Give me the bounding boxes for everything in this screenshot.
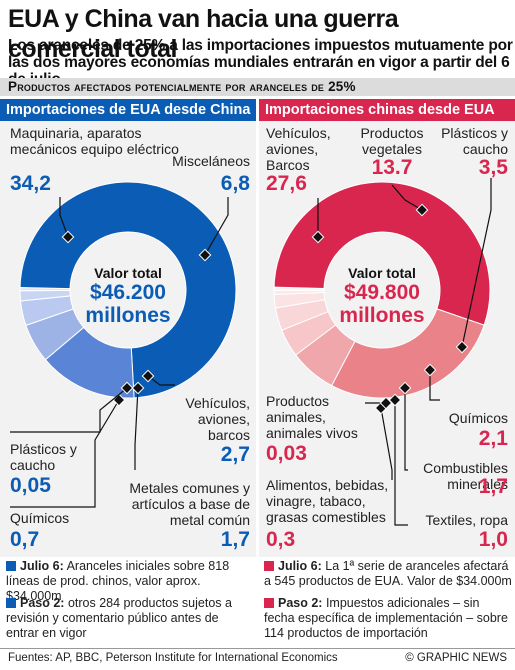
leader-line-9 — [429, 370, 440, 401]
leader-dot-13 — [379, 396, 393, 410]
left-note-1-head: Julio 6: — [20, 559, 64, 573]
right-value-chemicals: 2,1 — [478, 427, 508, 450]
left-donut — [19, 181, 237, 399]
right-note-1: Julio 6: La 1ª serie de aranceles afecta… — [264, 559, 512, 589]
left-note-1: Julio 6: Aranceles iniciales sobre 818 l… — [6, 559, 254, 604]
right-note-2: Paso 2: Impuestos adicionales – sin fech… — [264, 596, 512, 641]
leader-line-2 — [147, 375, 175, 386]
left-label-vehicles: Vehículos, aviones, barcos — [185, 395, 250, 443]
left-label-plastics: Plásticos y caucho — [10, 441, 77, 473]
right-note-2-text: Impuestos adicionales – sin fecha especí… — [264, 596, 508, 640]
left-center-value: $46.200 millones — [85, 281, 171, 327]
leader-line-1 — [204, 197, 229, 256]
left-note-2-head: Paso 2: — [20, 596, 65, 610]
blue-bullet-icon — [6, 598, 16, 608]
left-value-plastics: 0,05 — [10, 474, 51, 497]
left-center: Valor total $46.200 millones — [70, 265, 186, 327]
right-label-fuels: Combustibles minerales — [423, 460, 508, 492]
blue-bullet-icon — [6, 561, 16, 571]
right-label-chemicals: Químicos — [448, 410, 508, 426]
leader-dot-2 — [141, 369, 155, 383]
section-band: Productos afectados potencialmente por a… — [0, 78, 515, 96]
right-label-food: Alimentos, bebidas, vinagre, tabaco, gra… — [266, 477, 389, 525]
left-value-metals: 1,7 — [220, 528, 250, 551]
leader-dot-10 — [398, 381, 412, 395]
leader-lines — [10, 178, 492, 526]
leader-line-11 — [394, 400, 408, 526]
left-center-label: Valor total — [94, 265, 162, 281]
leader-line-0 — [59, 197, 69, 238]
right-value-textiles: 1,0 — [478, 528, 508, 551]
left-value-chemicals: 0,7 — [10, 528, 40, 551]
leader-dot-9 — [423, 363, 437, 377]
red-bullet-icon — [264, 598, 274, 608]
leader-dot-5 — [120, 381, 134, 395]
left-note-2-text: otros 284 productos sujetos a revisión y… — [6, 596, 232, 640]
right-donut-slice-7 — [273, 286, 325, 291]
right-panel-header: Importaciones chinas desde EUA — [259, 99, 515, 121]
right-note-1-head: Julio 6: — [278, 559, 322, 573]
left-donut-slice-0 — [19, 181, 237, 399]
right-label-textiles: Textiles, ropa — [425, 512, 508, 528]
right-label-animals: Productos animales, animales vivos — [266, 393, 358, 441]
right-note-1-text: La 1ª serie de aranceles afectará a 545 … — [264, 559, 512, 588]
left-value-misc: 6,8 — [220, 172, 250, 195]
right-value-vehicles: 27,6 — [266, 172, 307, 195]
right-center-label: Valor total — [348, 265, 416, 281]
leader-dot-8 — [455, 340, 469, 354]
left-label-chemicals: Químicos — [10, 510, 70, 526]
leader-dot-7 — [415, 203, 429, 217]
left-donut-slice-5 — [19, 286, 71, 292]
left-value-machinery: 34,2 — [10, 172, 51, 195]
left-panel-header: Importaciones de EUA desde China — [0, 99, 256, 121]
right-note-2-head: Paso 2: — [278, 596, 323, 610]
leader-dot-6 — [311, 230, 325, 244]
right-label-plastics: Plásticos y caucho — [441, 125, 508, 157]
right-value-animals: 0,03 — [266, 442, 307, 465]
right-donut-slice-1 — [330, 308, 485, 399]
leader-dot-3 — [131, 381, 145, 395]
leader-line-5 — [10, 387, 128, 433]
red-bullet-icon — [264, 561, 274, 571]
leader-line-8 — [461, 178, 492, 348]
right-center-value: $49.800 millones — [339, 281, 425, 327]
right-value-vegetables: 13.7 — [371, 156, 413, 179]
leader-line-4 — [10, 399, 120, 508]
left-label-machinery: Maquinaria, aparatos mecánicos equipo el… — [10, 125, 179, 157]
right-label-vegetables: Productos vegetales — [360, 125, 424, 157]
leader-line-10 — [404, 388, 408, 471]
page-title: EUA y China van hacia una guerra comerci… — [8, 5, 399, 63]
leader-dot-0 — [61, 230, 75, 244]
leader-dot-1 — [198, 248, 212, 262]
right-donut-slice-0 — [273, 181, 491, 326]
left-value-vehicles: 2,7 — [220, 443, 250, 466]
right-donut — [273, 181, 491, 399]
footer-credit: © GRAPHIC NEWS — [405, 652, 507, 664]
right-value-plastics: 3,5 — [478, 156, 508, 179]
right-label-vehicles: Vehículos, aviones, Barcos — [266, 125, 331, 173]
left-note-2: Paso 2: otros 284 productos sujetos a re… — [6, 596, 254, 641]
footer-divider — [0, 648, 515, 649]
right-value-food: 0,3 — [266, 528, 296, 551]
leader-line-7 — [391, 184, 423, 211]
left-note-1-text: Aranceles iniciales sobre 818 líneas de … — [6, 559, 230, 603]
footer-sources: Fuentes: AP, BBC, Peterson Institute for… — [8, 652, 338, 664]
left-label-metals: Metales comunes y artículos a base de me… — [129, 480, 250, 528]
right-center: Valor total $49.800 millones — [324, 265, 440, 327]
leader-line-12 — [380, 407, 393, 480]
leader-line-3 — [134, 387, 139, 470]
left-label-misc: Misceláneos — [172, 153, 250, 169]
page-subtitle: Los aranceles de 25% a las importaciones… — [8, 37, 513, 88]
right-value-fuels: 1,7 — [478, 475, 508, 498]
